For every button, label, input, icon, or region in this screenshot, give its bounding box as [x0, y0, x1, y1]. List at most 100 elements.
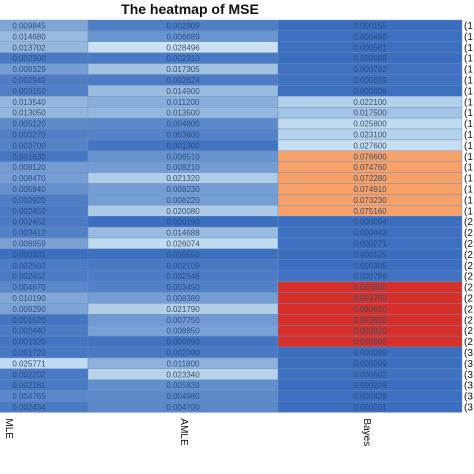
row-label: (3 — [464, 392, 473, 403]
cell-value-label: 0.000088 — [353, 54, 387, 63]
cell-value-label: 0.000662 — [353, 370, 387, 379]
row-label: (1 — [464, 97, 473, 108]
row-label: (2 — [464, 250, 473, 261]
cell-value-label: 0.004765 — [12, 392, 46, 401]
cell-value-label: 0.002452 — [12, 272, 46, 281]
cell-value-label: 0.003412 — [12, 229, 46, 238]
column-label: MLE — [3, 418, 14, 439]
cell-value-label: 0.000125 — [353, 250, 387, 259]
cell-value-label: 0.008230 — [166, 185, 200, 194]
row-label: (2 — [464, 228, 473, 239]
cell-value-label: 0.000190 — [166, 218, 200, 227]
cell-value-label: 0.073230 — [353, 196, 387, 205]
cell-value-label: 0.008329 — [12, 65, 46, 74]
cell-value-label: 0.004700 — [166, 403, 200, 412]
cell-value-label: 0.002624 — [166, 76, 200, 85]
cell-value-label: 0.001720 — [12, 348, 46, 357]
row-label: (2 — [464, 239, 473, 250]
row-label: (1 — [464, 119, 473, 130]
row-label: (1 — [464, 184, 473, 195]
cell-value-label: 0.025800 — [353, 120, 387, 129]
cell-value-label: 0.003270 — [12, 130, 46, 139]
cell-value-label: 0.028496 — [166, 43, 200, 52]
cell-value-label: 0.021320 — [166, 174, 200, 183]
cell-value-label: 0.017500 — [353, 109, 387, 118]
cell-value-label: 0.001520 — [12, 316, 46, 325]
cell-value-label: 0.000428 — [353, 392, 387, 401]
cell-value-label: 0.004980 — [166, 392, 200, 401]
row-label: (1 — [464, 163, 473, 174]
cell-value-label: 0.002440 — [12, 327, 46, 336]
cell-value-label: 0.014900 — [166, 87, 200, 96]
cell-value-label: 0.013050 — [12, 109, 46, 118]
cell-value-label: 0.002452 — [12, 218, 46, 227]
cell-value-label: 0.027600 — [353, 141, 387, 150]
cell-value-label: 0.093620 — [353, 316, 387, 325]
row-label: (1 — [464, 130, 473, 141]
cell-value-label: 0.003600 — [166, 130, 200, 139]
cell-value-label: 0.010190 — [12, 294, 46, 303]
heatmap-cells: 0.009845 0.002909 0.000155 0.014680 0.006889… — [0, 19, 463, 413]
cell-value-label: 0.000305 — [353, 261, 387, 270]
row-label: (2 — [464, 261, 473, 272]
cell-value-label: 0.093610 — [353, 305, 387, 314]
row-label: (1 — [464, 108, 473, 119]
cell-value-label: 0.008850 — [166, 327, 200, 336]
row-label: (2 — [464, 337, 473, 348]
cell-value-label: 0.002181 — [12, 381, 46, 390]
cell-value-label: 0.093800 — [353, 283, 387, 292]
row-label: (1 — [464, 65, 473, 76]
cell-value-label: 0.001300 — [166, 141, 200, 150]
cell-value-label: 0.076600 — [353, 152, 387, 161]
row-label: (1 — [464, 21, 473, 32]
cell-value-label: 0.021790 — [166, 305, 200, 314]
cell-value-label: 0.000228 — [353, 381, 387, 390]
cell-value-label: 0.008380 — [166, 294, 200, 303]
row-label: (2 — [464, 217, 473, 228]
cell-value-label: 0.003150 — [12, 87, 46, 96]
cell-value-label: 0.000782 — [353, 65, 387, 74]
cell-value-label: 0.013540 — [12, 98, 46, 107]
cell-value-label: 0.000155 — [353, 21, 387, 30]
cell-value-label: 0.000271 — [353, 239, 387, 248]
column-labels: MLE AMLE Bayes — [3, 418, 372, 446]
row-label: (1 — [464, 54, 473, 65]
cell-value-label: 0.000443 — [353, 229, 387, 238]
cell-value-label: 0.093820 — [353, 327, 387, 336]
cell-value-label: 0.002300 — [12, 54, 46, 63]
cell-value-label: 0.000659 — [353, 76, 387, 85]
cell-value-label: 0.004670 — [12, 283, 46, 292]
cell-value-label: 0.023100 — [353, 130, 387, 139]
column-label: AMLE — [178, 418, 189, 446]
row-label: (1 — [464, 174, 473, 185]
cell-value-label: 0.007750 — [166, 316, 200, 325]
cell-value-label: 0.002909 — [166, 21, 200, 30]
cell-value-label: 0.003450 — [166, 283, 200, 292]
cell-value-label: 0.000990 — [166, 338, 200, 347]
cell-value-label: 0.023340 — [166, 370, 200, 379]
cell-value-label: 0.008959 — [12, 239, 46, 248]
cell-value-label: 0.074910 — [353, 185, 387, 194]
cell-value-label: 0.002949 — [12, 76, 46, 85]
cell-value-label: 0.001630 — [12, 152, 46, 161]
cell-value-label: 0.093800 — [353, 338, 387, 347]
chart-title: The heatmap of MSE — [121, 1, 259, 17]
cell-value-label: 0.000099 — [353, 348, 387, 357]
cell-value-label: 0.002920 — [12, 196, 46, 205]
cell-value-label: 0.006510 — [166, 152, 200, 161]
cell-value-label: 0.002090 — [166, 348, 200, 357]
cell-value-label: 0.017305 — [166, 65, 200, 74]
row-labels-right: (1(1(1(1(1(1(1(1(1(1(1(1(1(1(1(1(1(1(2(2… — [464, 21, 473, 414]
cell-value-label: 0.022100 — [353, 98, 387, 107]
cell-value-label: 0.004800 — [166, 120, 200, 129]
cell-value-label: 0.072280 — [353, 174, 387, 183]
cell-value-label: 0.009290 — [12, 305, 46, 314]
row-label: (2 — [464, 272, 473, 283]
cell-value-label: 0.005830 — [166, 381, 200, 390]
cell-value-label: 0.002109 — [166, 261, 200, 270]
cell-value-label: 0.011200 — [167, 98, 200, 107]
row-label: (1 — [464, 195, 473, 206]
cell-value-label: 0.002310 — [166, 54, 200, 63]
heatmap-cell — [277, 401, 463, 413]
cell-value-label: 0.008210 — [166, 163, 200, 172]
